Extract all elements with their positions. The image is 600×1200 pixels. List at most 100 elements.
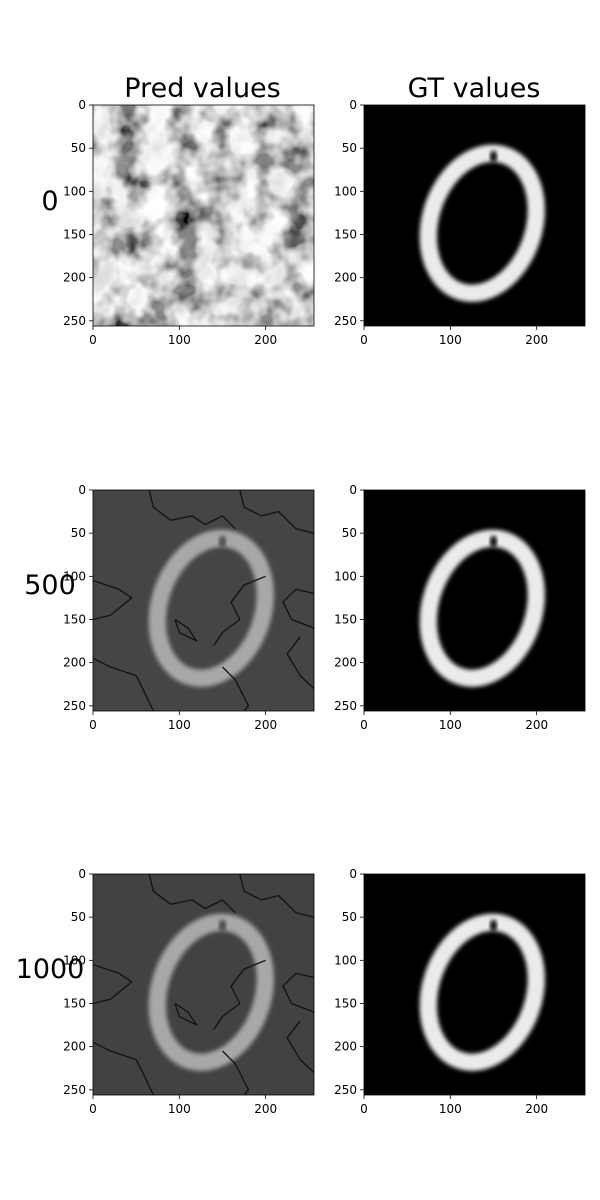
y-tick-label: 0 bbox=[78, 483, 86, 497]
contour-line bbox=[222, 1050, 250, 1095]
ring-notch bbox=[490, 535, 497, 548]
y-tick-label: 250 bbox=[63, 699, 86, 713]
axes-frame bbox=[363, 489, 586, 712]
y-tick-label: 100 bbox=[63, 569, 86, 583]
y-tick-label: 150 bbox=[63, 227, 86, 241]
axes-frame bbox=[92, 873, 315, 1096]
x-tick-label: 100 bbox=[168, 333, 191, 347]
ring-shape bbox=[419, 529, 545, 687]
panel-row2-col0: 0 100 200 0 50 100 150 200 250 bbox=[63, 867, 315, 1116]
contour-line bbox=[148, 874, 236, 914]
x-tick-label: 100 bbox=[439, 333, 462, 347]
y-tick-label: 0 bbox=[349, 98, 357, 112]
x-tick-label: 200 bbox=[525, 333, 548, 347]
panel-image bbox=[93, 105, 314, 326]
y-tick-label: 100 bbox=[334, 953, 357, 967]
axes-frame bbox=[363, 873, 586, 1096]
x-tick-label: 100 bbox=[168, 718, 191, 732]
panel-row1-col0: 0 100 200 0 50 100 150 200 250 bbox=[63, 483, 315, 732]
x-tick-label: 200 bbox=[254, 718, 277, 732]
ring-notch bbox=[490, 150, 497, 163]
y-tick-label: 200 bbox=[63, 271, 86, 285]
y-tick-label: 0 bbox=[349, 867, 357, 881]
contour-line bbox=[93, 579, 133, 621]
contour-line bbox=[174, 1002, 198, 1026]
contour-line bbox=[282, 588, 314, 629]
y-tick-label: 150 bbox=[334, 996, 357, 1010]
ring-shape bbox=[419, 913, 545, 1071]
ring-notch bbox=[219, 535, 226, 548]
x-tick-label: 200 bbox=[525, 718, 548, 732]
x-tick-label: 0 bbox=[360, 1102, 368, 1116]
panel-image bbox=[93, 490, 314, 711]
row-label-500: 500 bbox=[24, 570, 76, 601]
panel-image bbox=[364, 490, 585, 711]
y-tick-label: 150 bbox=[63, 612, 86, 626]
y-tick-label: 100 bbox=[63, 184, 86, 198]
y-tick-label: 200 bbox=[63, 1040, 86, 1054]
x-tick-label: 100 bbox=[439, 718, 462, 732]
y-tick-label: 250 bbox=[334, 1083, 357, 1097]
contour-line bbox=[174, 618, 198, 642]
ring-shape bbox=[419, 144, 545, 302]
axes-frame bbox=[92, 104, 315, 327]
axes-frame bbox=[92, 489, 315, 712]
y-tick-label: 0 bbox=[78, 867, 86, 881]
y-tick-label: 250 bbox=[63, 1083, 86, 1097]
y-tick-label: 150 bbox=[63, 996, 86, 1010]
panel-row1-col1: 0 100 200 0 50 100 150 200 250 bbox=[334, 483, 586, 732]
y-tick-label: 200 bbox=[334, 1040, 357, 1054]
column-title-gt: GT values bbox=[408, 73, 541, 104]
y-tick-label: 200 bbox=[334, 271, 357, 285]
ring-shape bbox=[148, 913, 274, 1071]
panel-row2-col1: 0 100 200 0 50 100 150 200 250 bbox=[334, 867, 586, 1116]
noise-field bbox=[93, 105, 314, 326]
x-tick-label: 0 bbox=[89, 718, 97, 732]
x-tick-label: 100 bbox=[439, 1102, 462, 1116]
contour-line bbox=[239, 874, 314, 918]
x-tick-label: 200 bbox=[525, 1102, 548, 1116]
axes-frame bbox=[363, 104, 586, 327]
y-tick-label: 0 bbox=[349, 483, 357, 497]
ring-notch bbox=[219, 919, 226, 932]
y-tick-label: 50 bbox=[342, 910, 357, 924]
y-tick-label: 100 bbox=[334, 569, 357, 583]
ring-notch bbox=[490, 919, 497, 932]
contour-line bbox=[286, 636, 314, 690]
contour-line bbox=[93, 963, 133, 1005]
y-tick-label: 50 bbox=[342, 526, 357, 540]
panel-image bbox=[364, 105, 585, 326]
x-tick-label: 200 bbox=[254, 333, 277, 347]
x-tick-label: 0 bbox=[89, 1102, 97, 1116]
x-tick-label: 0 bbox=[89, 333, 97, 347]
contour-line bbox=[213, 575, 266, 646]
y-tick-label: 150 bbox=[334, 227, 357, 241]
contour-line bbox=[93, 1041, 154, 1095]
row-label-0: 0 bbox=[41, 186, 58, 217]
contour-line bbox=[213, 959, 266, 1030]
contour-line bbox=[148, 490, 236, 530]
y-tick-label: 50 bbox=[71, 141, 86, 155]
contour-line bbox=[239, 490, 314, 534]
column-title-pred: Pred values bbox=[124, 73, 280, 104]
y-tick-label: 100 bbox=[63, 953, 86, 967]
y-tick-label: 50 bbox=[71, 910, 86, 924]
panel-image bbox=[364, 874, 585, 1095]
x-tick-label: 100 bbox=[168, 1102, 191, 1116]
row-label-1000: 1000 bbox=[16, 954, 85, 985]
panel-image bbox=[93, 874, 314, 1095]
y-tick-label: 50 bbox=[342, 141, 357, 155]
x-tick-label: 0 bbox=[360, 718, 368, 732]
y-tick-label: 100 bbox=[334, 184, 357, 198]
y-tick-label: 250 bbox=[334, 314, 357, 328]
contour-line bbox=[222, 666, 250, 711]
y-tick-label: 150 bbox=[334, 612, 357, 626]
y-tick-label: 200 bbox=[334, 656, 357, 670]
y-tick-label: 250 bbox=[63, 314, 86, 328]
y-tick-label: 50 bbox=[71, 526, 86, 540]
y-tick-label: 250 bbox=[334, 699, 357, 713]
contour-line bbox=[286, 1020, 314, 1074]
contour-line bbox=[93, 657, 154, 711]
x-tick-label: 200 bbox=[254, 1102, 277, 1116]
